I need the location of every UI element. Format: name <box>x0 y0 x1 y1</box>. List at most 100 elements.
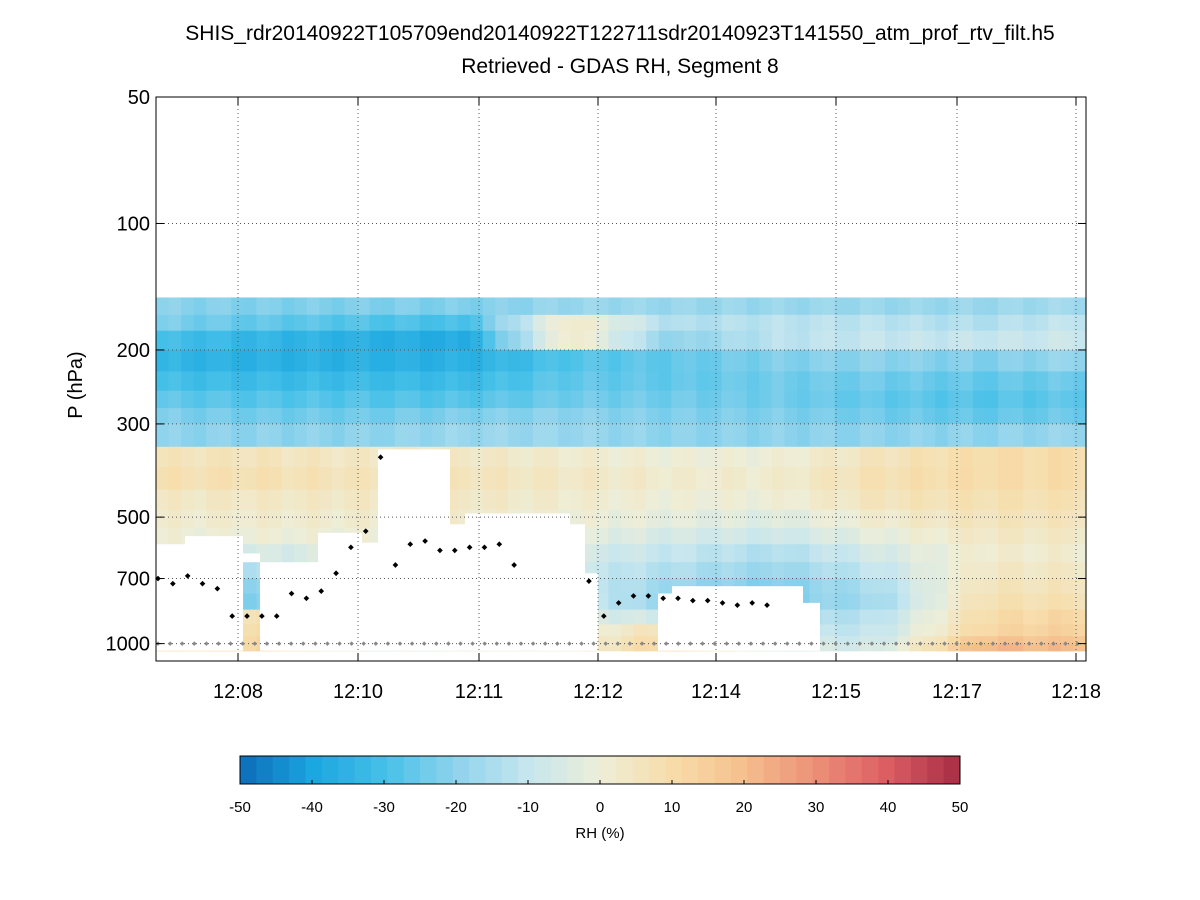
heatmap-cell <box>872 390 886 409</box>
heatmap-cell <box>922 446 936 468</box>
mask-region <box>450 524 465 651</box>
heatmap-cell <box>947 624 961 637</box>
cloud-top-marker <box>496 541 503 548</box>
heatmap-cell <box>1048 562 1062 580</box>
heatmap-cell <box>595 578 610 595</box>
heatmap-cell <box>344 408 358 425</box>
heatmap-cell <box>168 371 182 392</box>
surface-marker <box>676 641 681 646</box>
heatmap-cell <box>897 467 911 491</box>
heatmap-cell <box>859 408 873 425</box>
x-tick-label: 12:10 <box>333 681 383 703</box>
heatmap-cell <box>960 446 974 468</box>
heatmap-cell <box>859 297 873 316</box>
heatmap-cell <box>457 349 471 373</box>
heatmap-cell <box>1048 349 1062 373</box>
colorbar-swatch <box>305 756 323 784</box>
heatmap-cell <box>533 371 547 392</box>
heatmap-cell <box>231 423 245 448</box>
heatmap-cell <box>658 423 672 448</box>
heatmap-cell <box>771 297 785 316</box>
heatmap-cell <box>633 593 647 611</box>
heatmap-cell <box>595 636 610 645</box>
heatmap-cell <box>445 297 459 316</box>
heatmap-cell <box>859 643 873 652</box>
heatmap-cell <box>243 330 258 351</box>
heatmap-cell <box>1060 349 1075 373</box>
heatmap-cell <box>357 349 371 373</box>
colorbar-swatch <box>698 756 716 784</box>
heatmap-cell <box>872 593 886 611</box>
heatmap-cell <box>168 408 182 425</box>
heatmap-cell <box>910 371 924 392</box>
heatmap-cell <box>1060 314 1075 332</box>
heatmap-cell <box>1048 446 1062 468</box>
heatmap-cell <box>243 423 258 448</box>
colorbar-swatch <box>894 756 912 784</box>
heatmap-cell <box>884 562 899 580</box>
heatmap-cell <box>583 446 597 468</box>
heatmap-cell <box>193 371 207 392</box>
heatmap-cell <box>696 371 710 392</box>
heatmap-cell <box>708 390 723 409</box>
heatmap-cell <box>331 390 346 409</box>
heatmap-cell <box>884 446 899 468</box>
heatmap-cell <box>646 643 660 652</box>
heatmap-cell <box>847 578 861 595</box>
heatmap-cell <box>168 390 182 409</box>
heatmap-cell <box>859 446 873 468</box>
heatmap-cell <box>822 544 836 563</box>
heatmap-cell <box>671 544 685 563</box>
heatmap-cell <box>922 544 936 563</box>
heatmap-cell <box>759 527 773 545</box>
heatmap-cell <box>256 330 270 351</box>
heatmap-cell <box>583 408 597 425</box>
heatmap-cell <box>822 297 836 316</box>
heatmap-cell <box>746 509 760 529</box>
colorbar-swatch <box>927 756 945 784</box>
heatmap-cell <box>708 562 723 580</box>
heatmap-cell <box>583 297 597 316</box>
heatmap-cell <box>445 408 459 425</box>
heatmap-cell <box>533 314 547 332</box>
surface-marker <box>1002 641 1008 646</box>
heatmap-cell <box>834 423 848 448</box>
colorbar-tick-label: -40 <box>301 799 323 816</box>
heatmap-cell <box>822 562 836 580</box>
heatmap-cell <box>419 349 434 373</box>
heatmap-cell <box>621 544 635 563</box>
heatmap-cell <box>457 314 471 332</box>
heatmap-cell <box>1060 509 1075 529</box>
heatmap-cell <box>608 527 622 545</box>
heatmap-cell <box>746 467 760 491</box>
heatmap-cell <box>281 371 295 392</box>
heatmap-cell <box>495 390 509 409</box>
heatmap-cell <box>533 297 547 316</box>
heatmap-cell <box>759 489 773 511</box>
heatmap-cell <box>809 371 823 392</box>
heatmap-cell <box>281 349 295 373</box>
heatmap-cell <box>696 330 710 351</box>
heatmap-cell <box>269 297 283 316</box>
heatmap-cell <box>1035 446 1049 468</box>
heatmap-cell <box>658 467 672 491</box>
heatmap-cell <box>583 423 597 448</box>
heatmap-cell <box>545 489 559 511</box>
heatmap-cell <box>633 371 647 392</box>
heatmap-cell <box>621 371 635 392</box>
heatmap-cell <box>646 509 660 529</box>
heatmap-cell <box>1023 349 1037 373</box>
heatmap-cell <box>822 527 836 545</box>
heatmap-cell <box>382 297 396 316</box>
heatmap-cell <box>1073 509 1087 529</box>
heatmap-cell <box>658 562 672 580</box>
heatmap-cell <box>998 636 1012 645</box>
heatmap-cell <box>897 624 911 637</box>
heatmap-cell <box>998 297 1012 316</box>
heatmap-cell <box>558 330 572 351</box>
heatmap-cell <box>243 489 258 511</box>
cloud-top-marker <box>451 547 458 554</box>
heatmap-cell <box>746 330 760 351</box>
heatmap-cell <box>633 509 647 529</box>
heatmap-cell <box>998 467 1012 491</box>
